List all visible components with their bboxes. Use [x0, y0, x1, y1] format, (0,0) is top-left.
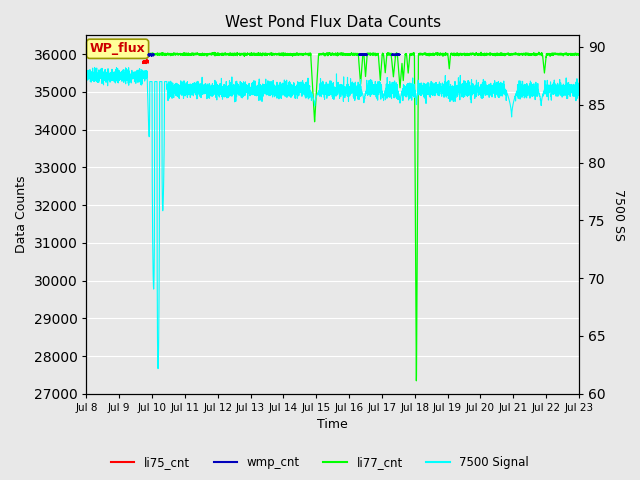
- li77_cnt: [83, 51, 90, 57]
- li77_cnt: [413, 378, 420, 384]
- Line: 7500 Signal: 7500 Signal: [86, 68, 579, 369]
- 7500 Signal: [172, 89, 180, 95]
- Title: West Pond Flux Data Counts: West Pond Flux Data Counts: [225, 15, 441, 30]
- Text: WP_flux: WP_flux: [90, 42, 145, 55]
- 7500 Signal: [154, 366, 162, 372]
- Legend: li75_cnt, wmp_cnt, li77_cnt, 7500 Signal: li75_cnt, wmp_cnt, li77_cnt, 7500 Signal: [106, 452, 534, 474]
- 7500 Signal: [83, 71, 90, 76]
- 7500 Signal: [403, 83, 411, 89]
- 7500 Signal: [575, 93, 583, 98]
- 7500 Signal: [378, 90, 386, 96]
- li77_cnt: [172, 51, 180, 57]
- Line: wmp_cnt: wmp_cnt: [148, 54, 400, 56]
- Y-axis label: Data Counts: Data Counts: [15, 176, 28, 253]
- 7500 Signal: [271, 85, 278, 91]
- 7500 Signal: [488, 84, 495, 90]
- li77_cnt: [403, 54, 411, 60]
- li77_cnt: [121, 49, 129, 55]
- 7500 Signal: [451, 92, 458, 97]
- 7500 Signal: [91, 65, 99, 71]
- li77_cnt: [271, 51, 278, 57]
- Line: li77_cnt: li77_cnt: [86, 52, 579, 381]
- li77_cnt: [451, 51, 458, 57]
- li77_cnt: [488, 52, 495, 58]
- li77_cnt: [575, 52, 583, 58]
- Y-axis label: 7500 SS: 7500 SS: [612, 189, 625, 240]
- li77_cnt: [378, 56, 386, 62]
- X-axis label: Time: Time: [317, 419, 348, 432]
- Line: li75_cnt: li75_cnt: [143, 60, 148, 63]
